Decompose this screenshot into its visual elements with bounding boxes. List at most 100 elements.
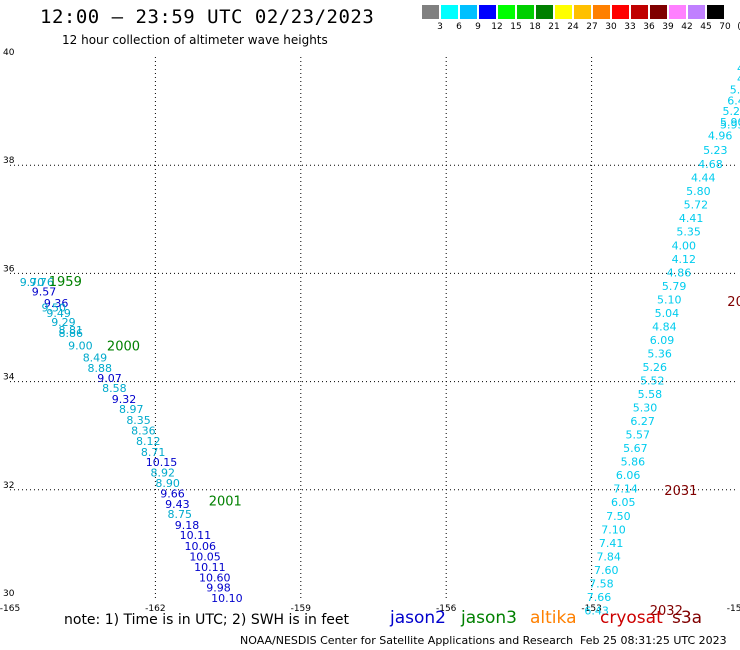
- y-tick-label: 40: [3, 48, 15, 58]
- footer-credit: NOAA/NESDIS Center for Satellite Applica…: [240, 634, 574, 647]
- swh-value-label: 5.23: [703, 144, 728, 157]
- swh-value-label: 5.67: [623, 442, 648, 455]
- colorbar-swatch: [688, 5, 705, 19]
- y-tick-label: 36: [3, 264, 15, 274]
- colorbar-label: 12: [491, 22, 503, 32]
- colorbar-swatch: [669, 5, 686, 19]
- y-tick-label: 30: [3, 589, 15, 599]
- swh-value-label: 9.70: [20, 276, 45, 289]
- swh-value-label: 9.98: [206, 582, 231, 595]
- swh-value-label: 8.88: [88, 362, 113, 375]
- colorbar-swatch: [441, 5, 458, 19]
- colorbar-swatch: [574, 5, 591, 19]
- swh-value-label: 5.04: [655, 307, 680, 320]
- swh-value-label: 9.43: [165, 498, 190, 511]
- colorbar-label: 42: [681, 22, 693, 32]
- swh-value-label: 8.86: [58, 327, 83, 340]
- colorbar-swatch: [555, 5, 572, 19]
- swh-value-label: 4.96: [708, 129, 733, 142]
- colorbar-label: (ft): [734, 22, 740, 32]
- swh-value-label: 6.05: [611, 496, 636, 509]
- colorbar-label: 15: [510, 22, 522, 32]
- satellite-legend-altika: altika: [530, 608, 577, 628]
- footer-timestamp: Feb 25 08:31:25 UTC 2023: [580, 634, 727, 647]
- swh-value-label: 5.52: [640, 375, 665, 388]
- time-label: 2030: [727, 295, 740, 310]
- colorbar-label: 70: [719, 22, 731, 32]
- time-label: 2000: [107, 339, 140, 354]
- swh-value-label: 9.66: [160, 488, 185, 501]
- y-tick-label: 38: [3, 156, 15, 166]
- swh-value-label: 7.41: [599, 537, 624, 550]
- time-labels: 1959 2000 2001 2030 2031 2032: [49, 275, 740, 619]
- swh-value-label: 8.49: [83, 351, 108, 364]
- swh-value-label: 5.58: [638, 388, 663, 401]
- swh-value-label: 10.05: [189, 550, 221, 563]
- swh-value-label: 8.92: [151, 466, 176, 479]
- swh-value-label: 10.11: [180, 529, 212, 542]
- swh-value-label: 7.66: [587, 591, 612, 604]
- swh-value-label: 8.35: [126, 414, 151, 427]
- swh-value-label: 10.06: [184, 540, 216, 553]
- swh-value-label: 10.15: [146, 456, 178, 469]
- x-tick-label: -165: [0, 604, 20, 614]
- colorbar-swatch: [422, 5, 439, 19]
- swh-value-label: 6.09: [650, 334, 675, 347]
- swh-value-label: 7.10: [601, 523, 626, 536]
- x-tick-label: -162: [145, 604, 165, 614]
- swh-value-label: 9.49: [46, 307, 71, 320]
- colorbar-swatch: [631, 5, 648, 19]
- swh-value-label: 7.50: [606, 510, 631, 523]
- swh-value-label: 5.80: [686, 185, 711, 198]
- wave-height-labels: 9.709.769.579.369.509.499.298.818.869.00…: [20, 62, 740, 618]
- time-label: 2032: [650, 604, 683, 619]
- swh-value-label: 8.58: [102, 382, 127, 395]
- swh-value-label: 5.72: [684, 199, 709, 212]
- swh-value-label: 4.68: [698, 158, 723, 171]
- x-tick-label: -150: [727, 604, 740, 614]
- swh-value-label: 8.12: [136, 435, 161, 448]
- swh-value-label: 8.36: [131, 424, 156, 437]
- swh-value-label: 5.86: [621, 456, 646, 469]
- y-tick-label: 32: [3, 481, 14, 491]
- swh-value-label: 9.36: [44, 297, 69, 310]
- swh-value-label: 8.75: [168, 508, 193, 521]
- swh-value-label: 5.2: [722, 105, 740, 118]
- swh-value-label: 4.: [737, 73, 740, 86]
- colorbar-swatch: [612, 5, 629, 19]
- swh-value-label: 9.00: [68, 339, 93, 352]
- satellite-legend-jason2: jason2: [390, 608, 446, 628]
- swh-value-label: 5.57: [626, 429, 651, 442]
- swh-value-label: 5.93: [720, 119, 740, 132]
- colorbar-label: 6: [456, 22, 462, 32]
- colorbar-label: 33: [624, 22, 636, 32]
- swh-value-label: 7.60: [594, 564, 619, 577]
- swh-value-label: 9.50: [42, 301, 67, 314]
- colorbar-swatch: [650, 5, 667, 19]
- swh-value-label: 9.57: [32, 285, 56, 298]
- swh-value-label: 4.12: [672, 253, 697, 266]
- swh-value-label: 10.11: [194, 561, 226, 574]
- footer-note: note: 1) Time is in UTC; 2) SWH is in fe…: [64, 612, 350, 628]
- swh-value-label: 9.76: [29, 276, 53, 289]
- swh-value-label: 10.10: [211, 592, 243, 605]
- colorbar-swatch: [536, 5, 553, 19]
- colorbar-label: 3: [437, 22, 443, 32]
- swh-value-label: 5.35: [676, 226, 701, 239]
- swh-value-label: 7.14: [613, 483, 638, 496]
- x-tick-label: -156: [436, 604, 457, 614]
- swh-value-label: 8.97: [119, 403, 144, 416]
- swh-value-label: 8.81: [58, 324, 83, 337]
- chart-title: 12:00 – 23:59 UTC 02/23/2023: [40, 6, 375, 28]
- swh-value-label: 7.84: [596, 550, 621, 563]
- swh-value-label: 9.29: [51, 316, 76, 329]
- colorbar-swatch: [707, 5, 724, 19]
- swh-value-label: 8.71: [141, 446, 166, 459]
- swh-value-label: 5.79: [662, 280, 687, 293]
- swh-value-label: 5.26: [642, 361, 667, 374]
- colorbar-swatch: [498, 5, 515, 19]
- colorbar-label: 30: [605, 22, 617, 32]
- satellite-legend-s3a: s3a: [672, 608, 703, 628]
- swh-value-label: 10.60: [199, 571, 231, 584]
- colorbar-label: 24: [567, 22, 579, 32]
